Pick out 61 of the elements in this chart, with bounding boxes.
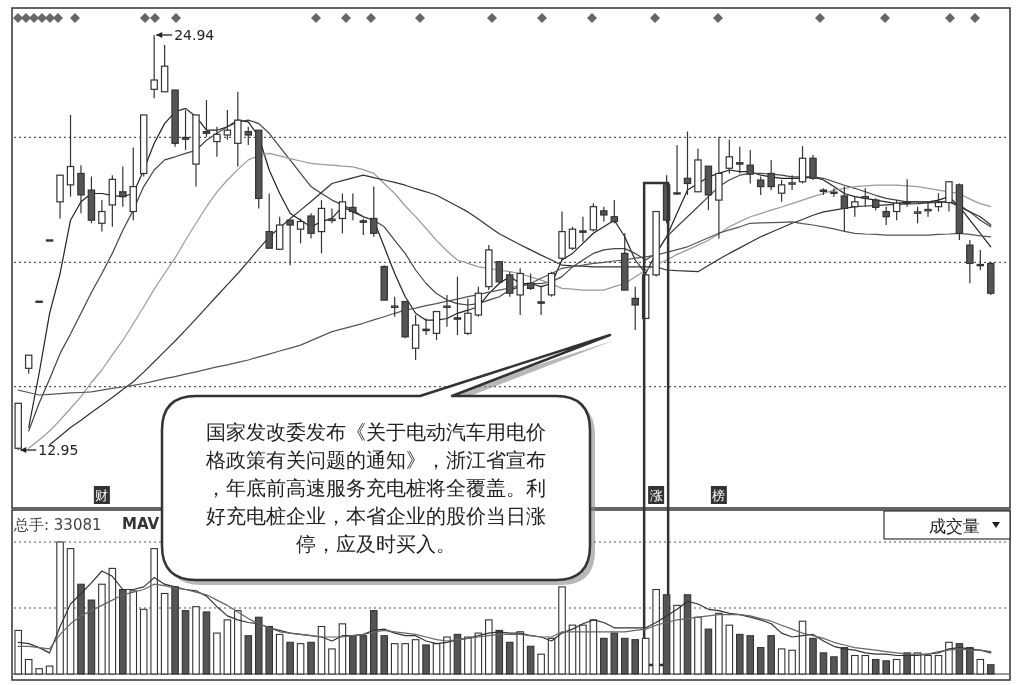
candlestick	[443, 294, 451, 328]
candlestick	[568, 226, 577, 251]
text: MAV	[122, 515, 160, 533]
candlestick	[411, 314, 420, 361]
candlestick	[98, 199, 106, 233]
candlestick	[579, 216, 587, 243]
annotation: 国家发改委发布《关于电动汽车用电价格政策有关问题的通知》，浙江省宣布，年底前高速服务充电桩将全覆盖。利好充电桩企业，本省企业的股价当日涨停，应及时买入。	[205, 420, 546, 556]
candlestick	[516, 267, 524, 316]
candlestick	[903, 178, 911, 208]
candlestick	[317, 199, 326, 254]
text: 成交量	[929, 516, 980, 536]
candlestick	[119, 165, 127, 208]
candlestick	[736, 146, 744, 175]
candlestick	[474, 286, 483, 318]
candlestick	[234, 91, 242, 168]
candlestick	[328, 207, 336, 224]
candlestick	[767, 159, 775, 191]
candlestick	[464, 297, 472, 336]
candlestick	[756, 175, 765, 196]
candlestick	[945, 181, 953, 213]
candlestick	[809, 154, 817, 181]
candlestick	[673, 144, 681, 196]
candlestick	[66, 114, 75, 198]
candlestick	[934, 192, 943, 213]
candlestick	[307, 212, 315, 240]
candlestick	[453, 275, 462, 336]
candlestick	[631, 286, 639, 331]
candlestick	[390, 296, 399, 318]
annotation: 24.94	[174, 27, 215, 43]
text: 财	[95, 488, 109, 503]
text: 榜	[712, 488, 726, 503]
candlestick	[223, 109, 232, 141]
candlestick	[24, 354, 33, 375]
candlestick	[505, 271, 514, 298]
candlestick	[788, 174, 796, 191]
candlestick	[882, 206, 890, 226]
candlestick	[296, 217, 305, 244]
candlestick	[77, 164, 85, 214]
candlestick	[286, 219, 294, 266]
candlestick	[537, 286, 545, 316]
candlestick	[725, 139, 734, 175]
candlestick	[338, 192, 347, 234]
candlestick	[746, 149, 754, 185]
candlestick	[370, 186, 378, 238]
candlestick	[265, 192, 273, 249]
text: 涨	[649, 488, 663, 503]
candlestick	[861, 187, 870, 208]
candlestick	[349, 192, 357, 221]
candlestick	[851, 196, 859, 218]
candlestick	[213, 126, 221, 158]
candlestick	[798, 145, 807, 185]
annotation: 12.95	[38, 442, 79, 458]
candlestick	[892, 199, 901, 221]
text: 总手: 33081	[13, 516, 102, 534]
candlestick	[830, 187, 838, 198]
candlestick	[202, 99, 211, 138]
candlestick	[432, 310, 441, 341]
candlestick	[589, 202, 598, 233]
candlestick	[777, 179, 786, 203]
candlestick	[547, 271, 556, 298]
candlestick	[610, 199, 619, 224]
